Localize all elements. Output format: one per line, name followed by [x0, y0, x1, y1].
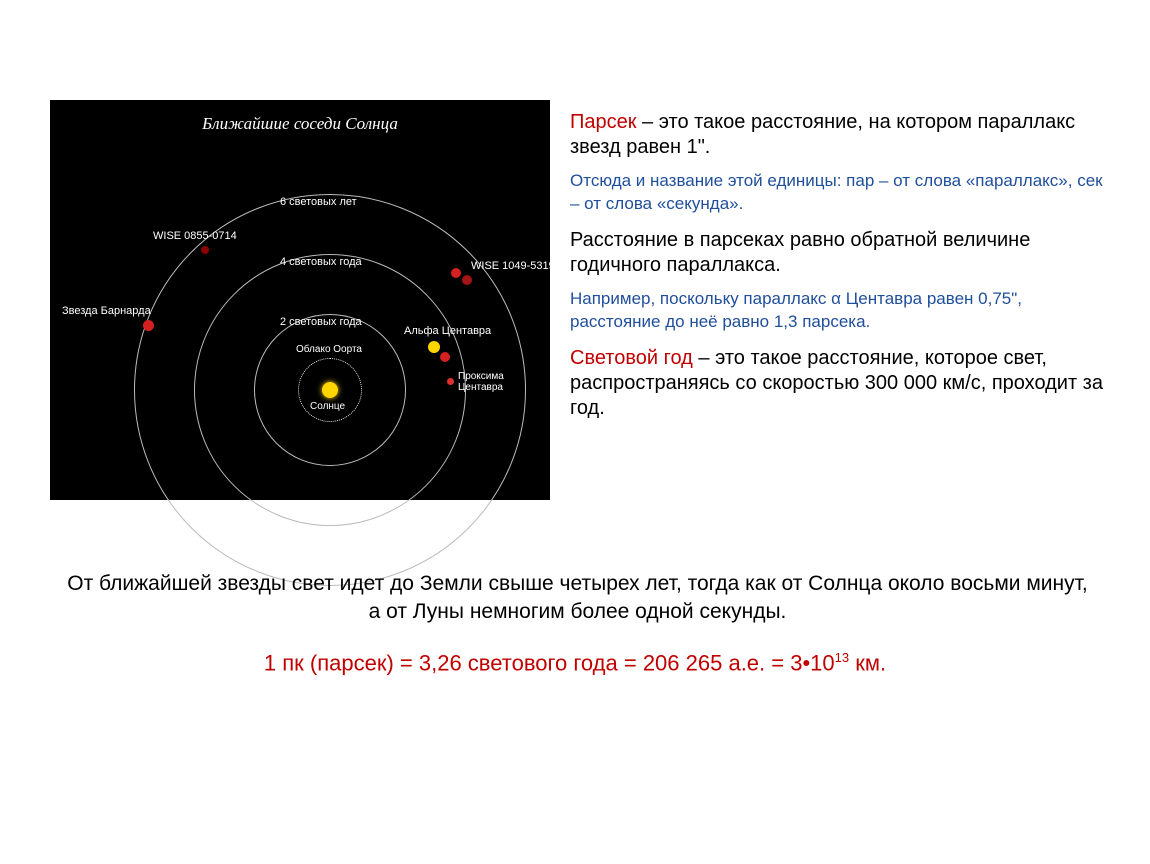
formula-prefix: 1 пк (парсек) = 3,26 светового года = 20…	[264, 650, 835, 675]
parsec-example: Например, поскольку параллакс α Центавра…	[570, 288, 1105, 334]
star-proxima	[447, 378, 454, 385]
lightyear-definition: Световой год – это такое расстояние, кот…	[570, 346, 1105, 421]
solar-neighbors-diagram: Ближайшие соседи Солнца 2 световых года4…	[50, 100, 550, 500]
sun-label: Солнце	[310, 401, 345, 412]
star-alpha-a	[428, 341, 440, 353]
parsec-definition: Парсек – это такое расстояние, на которо…	[570, 110, 1105, 160]
ring-label: 6 световых лет	[280, 196, 357, 208]
lightyear-term: Световой год	[570, 347, 693, 369]
star-wise1049a	[451, 268, 461, 278]
parsec-def-text: – это такое расстояние, на котором парал…	[570, 111, 1075, 158]
light-travel-text: От ближайшей звезды свет идет до Земли с…	[60, 570, 1095, 627]
oort-label: Облако Оорта	[296, 344, 362, 355]
text-block: Парсек – это такое расстояние, на которо…	[570, 110, 1105, 421]
formula-exponent: 13	[835, 650, 849, 665]
diagram-title: Ближайшие соседи Солнца	[50, 114, 550, 134]
star-label-alpha-a: Альфа Центавра	[404, 325, 491, 337]
star-label-wise1049b: WISE 1049-5319	[471, 260, 555, 272]
star-barnards	[143, 320, 154, 331]
star-wise0855	[201, 246, 209, 254]
parsec-inverse: Расстояние в парсеках равно обратной вел…	[570, 228, 1105, 278]
star-label-proxima: Проксима Центавра	[458, 371, 518, 393]
formula-suffix: км.	[849, 650, 886, 675]
sun	[322, 382, 338, 398]
star-label-wise0855: WISE 0855-0714	[153, 230, 237, 242]
parsec-etymology: Отсюда и название этой единицы: пар – от…	[570, 170, 1105, 216]
star-label-barnards: Звезда Барнарда	[62, 305, 151, 317]
star-wise1049b	[462, 275, 472, 285]
parsec-term: Парсек	[570, 111, 637, 133]
parsec-formula: 1 пк (парсек) = 3,26 светового года = 20…	[0, 650, 1150, 676]
star-alpha-b	[440, 352, 450, 362]
